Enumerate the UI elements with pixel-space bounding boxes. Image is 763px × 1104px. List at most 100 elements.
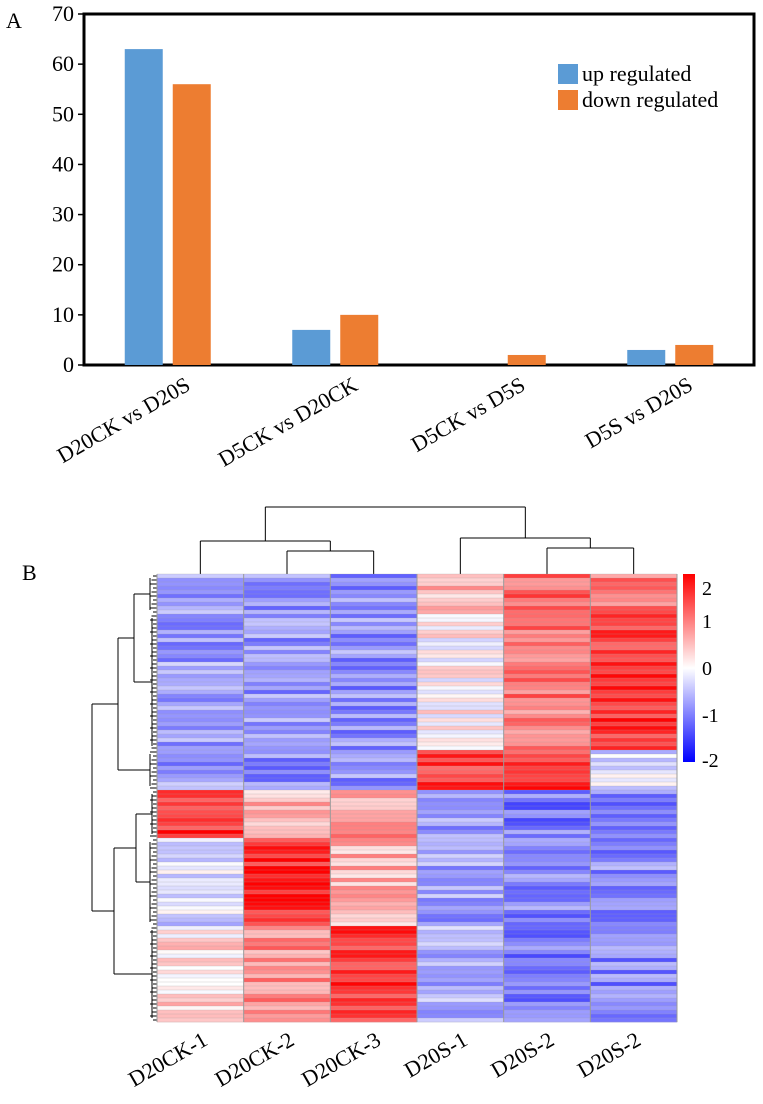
heatmap-cell (157, 602, 244, 607)
heatmap-cell (330, 690, 418, 695)
heatmap-cell (417, 578, 504, 583)
heatmap-cell (243, 590, 331, 595)
heatmap-cell (243, 698, 331, 703)
y-tick-label: 70 (52, 1, 74, 26)
heatmap-cell (590, 990, 678, 995)
heatmap-cell (417, 766, 504, 771)
bar (507, 354, 546, 365)
heatmap-cell (157, 814, 244, 819)
heatmap-cell (503, 774, 591, 779)
heatmap-cell (243, 774, 331, 779)
heatmap-cell (417, 798, 504, 803)
heatmap-cell (243, 638, 331, 643)
heatmap-cell (243, 686, 331, 691)
heatmap-cell (503, 954, 591, 959)
heatmap-cell (243, 654, 331, 659)
heatmap-cell (243, 766, 331, 771)
heatmap-cell (330, 642, 418, 647)
heatmap-cell (243, 758, 331, 763)
heatmap-cell (157, 730, 244, 735)
heatmap-cell (503, 990, 591, 995)
heatmap-cell (330, 710, 418, 715)
heatmap-cell (503, 802, 591, 807)
heatmap: D20CK-1 D20CK-2 D20CK-3 D20S-1 D20S-2 D20S-2 … (91, 506, 719, 1092)
heatmap-cell (417, 822, 504, 827)
heatmap-cell (157, 614, 244, 619)
heatmap-cell (330, 882, 418, 887)
heatmap-cell (417, 906, 504, 911)
heatmap-cell (503, 798, 591, 803)
heatmap-cell (157, 754, 244, 759)
heatmap-cell (590, 974, 678, 979)
heatmap-cell (157, 950, 244, 955)
heatmap-cell (503, 858, 591, 863)
heatmap-cell (157, 1010, 244, 1015)
heatmap-cell (330, 814, 418, 819)
heatmap-cell (503, 850, 591, 855)
heatmap-cell (590, 618, 678, 623)
heatmap-cell (417, 762, 504, 767)
colorbar: 2 1 0 -1 -2 (683, 574, 719, 772)
heatmap-cell (243, 742, 331, 747)
heatmap-cell (590, 882, 678, 887)
heatmap-cell (590, 758, 678, 763)
heatmap-cell (330, 894, 418, 899)
heatmap-cell (157, 850, 244, 855)
heatmap-cell (330, 714, 418, 719)
heatmap-cell (243, 886, 331, 891)
heatmap-cell (590, 702, 678, 707)
heatmap-cell (503, 870, 591, 875)
heatmap-cell (417, 718, 504, 723)
heatmap-cell (417, 878, 504, 883)
heatmap-cell (243, 926, 331, 931)
heatmap-cell (590, 594, 678, 599)
y-tick-label: 20 (52, 252, 74, 277)
heatmap-cell (503, 986, 591, 991)
heatmap-cell (157, 994, 244, 999)
heatmap-cell (157, 658, 244, 663)
heatmap-cell (417, 1018, 504, 1023)
heatmap-cell (330, 950, 418, 955)
bar (292, 329, 331, 365)
heatmap-cell (243, 846, 331, 851)
heatmap-cell (157, 618, 244, 623)
heatmap-cell (330, 594, 418, 599)
heatmap-cell (590, 958, 678, 963)
heatmap-cell (243, 650, 331, 655)
heatmap-cell (330, 674, 418, 679)
heatmap-cell (503, 622, 591, 627)
bar (675, 344, 714, 365)
heatmap-cell (417, 990, 504, 995)
heatmap-cell (157, 738, 244, 743)
heatmap-cell (417, 858, 504, 863)
heatmap-cell (243, 678, 331, 683)
heatmap-cell (503, 946, 591, 951)
heatmap-cell (503, 710, 591, 715)
heatmap-cell (157, 610, 244, 615)
heatmap-cell (330, 762, 418, 767)
heatmap-cell (503, 994, 591, 999)
heatmap-cell (590, 850, 678, 855)
heatmap-cell (590, 662, 678, 667)
column-labels: D20CK-1 D20CK-2 D20CK-3 D20S-1 D20S-2 D20S-2 (124, 1027, 645, 1092)
heatmap-cell (157, 914, 244, 919)
heatmap-cell (330, 758, 418, 763)
heatmap-cell (417, 694, 504, 699)
heatmap-cell (330, 766, 418, 771)
heatmap-cell (417, 606, 504, 611)
heatmap-cell (243, 1018, 331, 1023)
heatmap-cell (417, 886, 504, 891)
heatmap-cell (503, 862, 591, 867)
heatmap-cell (590, 978, 678, 983)
heatmap-cell (417, 962, 504, 967)
heatmap-cell (157, 638, 244, 643)
heatmap-cell (243, 658, 331, 663)
heatmap-cell (330, 918, 418, 923)
heatmap-cell (417, 758, 504, 763)
heatmap-cell (590, 750, 678, 755)
heatmap-cell (590, 726, 678, 731)
heatmap-cell (243, 938, 331, 943)
heatmap-cell (157, 1014, 244, 1019)
heatmap-cell (243, 910, 331, 915)
heatmap-cell (417, 846, 504, 851)
